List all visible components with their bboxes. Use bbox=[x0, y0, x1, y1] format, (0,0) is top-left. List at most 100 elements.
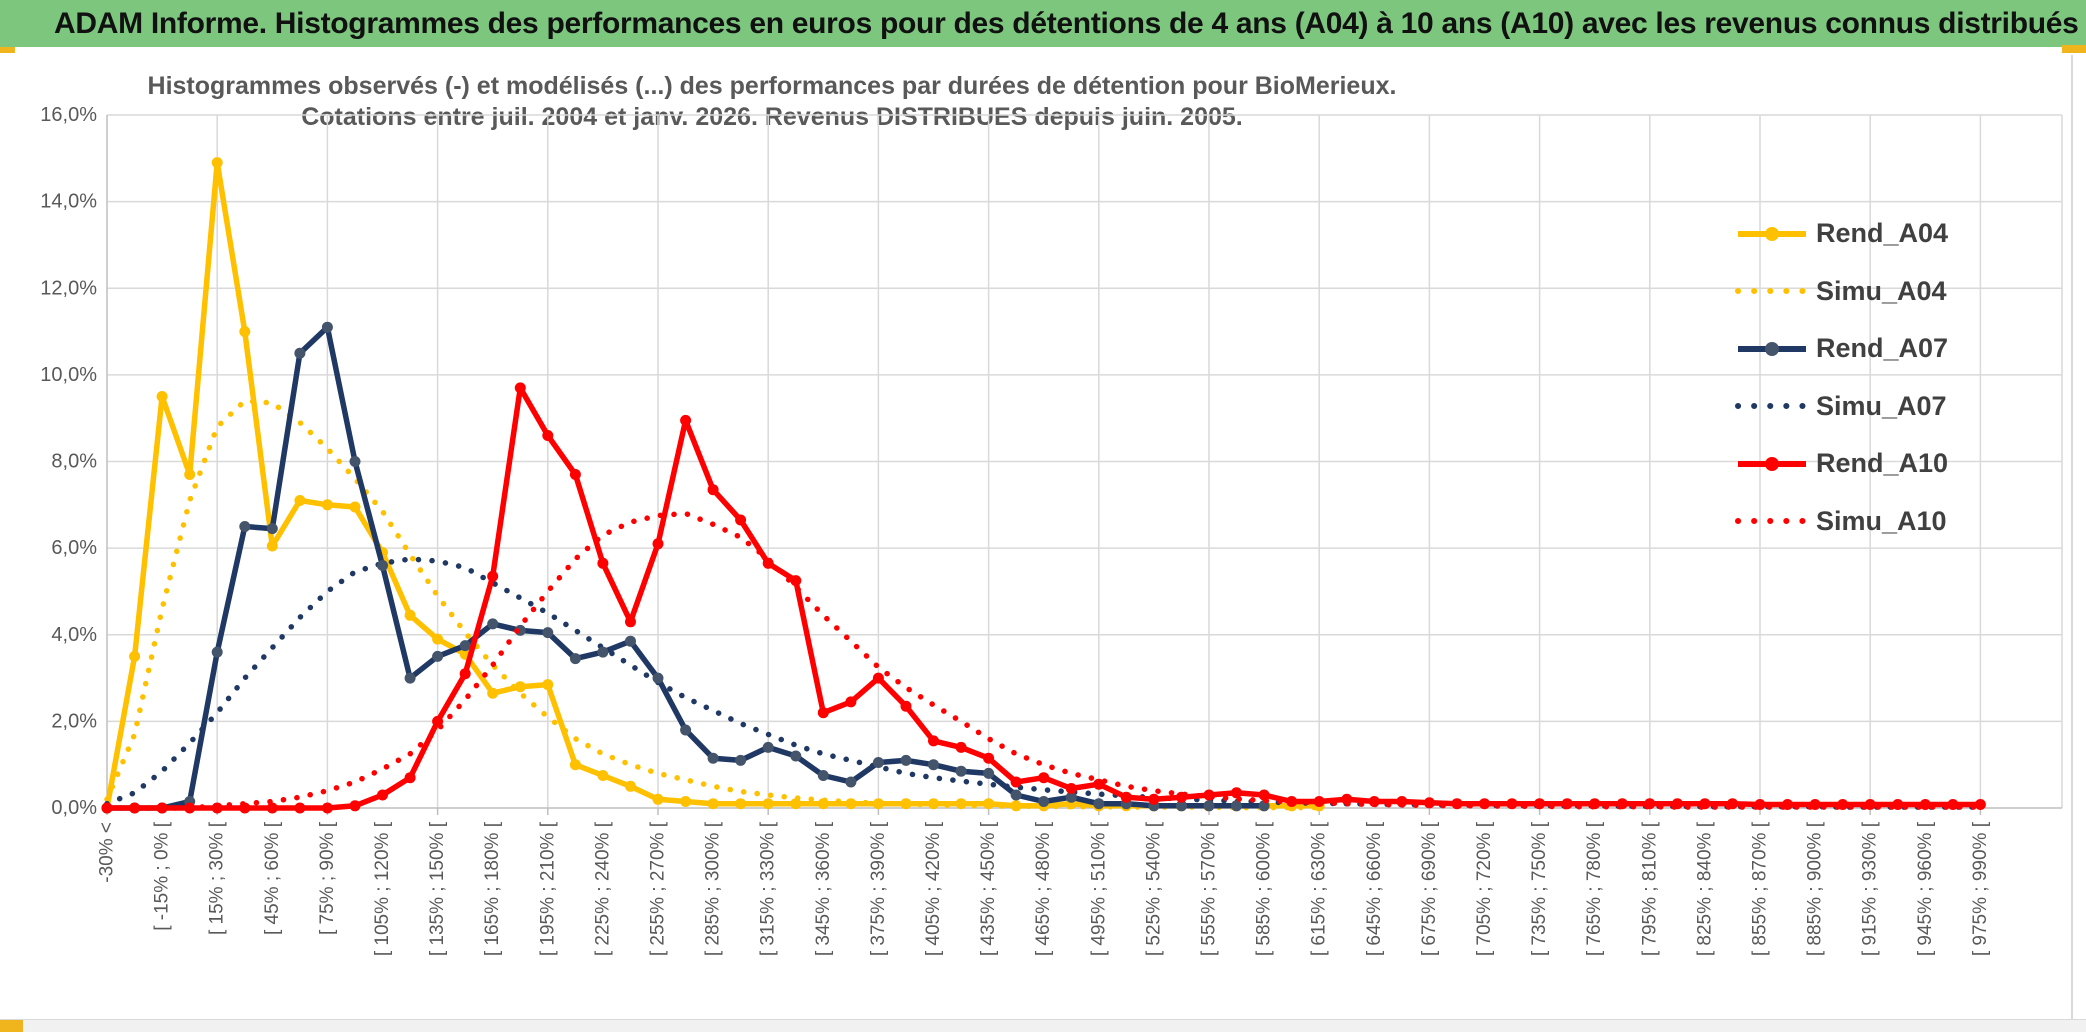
data-point[interactable] bbox=[1837, 799, 1849, 810]
data-point[interactable] bbox=[349, 800, 361, 812]
data-point[interactable] bbox=[514, 382, 526, 394]
data-point[interactable] bbox=[1038, 796, 1050, 807]
data-point[interactable] bbox=[404, 672, 416, 684]
legend-item-rend_a10[interactable]: Rend_A10 bbox=[1735, 435, 1948, 493]
data-point[interactable] bbox=[514, 681, 526, 693]
data-point[interactable] bbox=[487, 618, 499, 630]
data-point[interactable] bbox=[652, 793, 664, 805]
data-point[interactable] bbox=[459, 668, 471, 680]
data-point[interactable] bbox=[900, 754, 912, 766]
data-point[interactable] bbox=[983, 798, 995, 810]
data-point[interactable] bbox=[680, 796, 692, 807]
data-point[interactable] bbox=[1093, 778, 1105, 790]
legend-item-simu_a04[interactable]: Simu_A04 bbox=[1735, 263, 1948, 321]
legend-item-rend_a04[interactable]: Rend_A04 bbox=[1735, 205, 1948, 263]
data-point[interactable] bbox=[900, 798, 912, 810]
data-point[interactable] bbox=[735, 514, 747, 526]
data-point[interactable] bbox=[1699, 798, 1711, 810]
series-Simu_A10[interactable] bbox=[104, 510, 1984, 811]
data-point[interactable] bbox=[294, 495, 306, 506]
data-point[interactable] bbox=[817, 707, 829, 719]
data-point[interactable] bbox=[928, 798, 939, 810]
data-point[interactable] bbox=[983, 767, 995, 779]
data-point[interactable] bbox=[1947, 799, 1959, 810]
data-point[interactable] bbox=[211, 646, 223, 658]
data-point[interactable] bbox=[928, 759, 939, 771]
data-point[interactable] bbox=[266, 802, 278, 814]
data-point[interactable] bbox=[707, 484, 719, 496]
data-point[interactable] bbox=[1176, 800, 1187, 812]
data-point[interactable] bbox=[735, 798, 747, 810]
legend-item-simu_a10[interactable]: Simu_A10 bbox=[1735, 493, 1948, 551]
data-point[interactable] bbox=[817, 770, 829, 781]
data-point[interactable] bbox=[184, 469, 196, 480]
data-point[interactable] bbox=[129, 802, 141, 814]
data-point[interactable] bbox=[569, 759, 581, 771]
data-point[interactable] bbox=[1203, 800, 1215, 812]
data-point[interactable] bbox=[239, 521, 251, 532]
data-point[interactable] bbox=[1148, 793, 1160, 805]
data-point[interactable] bbox=[928, 735, 939, 747]
data-point[interactable] bbox=[1809, 799, 1821, 810]
data-point[interactable] bbox=[1231, 800, 1242, 812]
data-point[interactable] bbox=[1341, 793, 1353, 805]
data-point[interactable] bbox=[1589, 798, 1601, 810]
data-point[interactable] bbox=[542, 430, 554, 441]
data-point[interactable] bbox=[404, 609, 416, 621]
data-point[interactable] bbox=[542, 679, 554, 691]
data-point[interactable] bbox=[1782, 799, 1793, 810]
data-point[interactable] bbox=[1093, 798, 1105, 810]
legend-item-simu_a07[interactable]: Simu_A07 bbox=[1735, 378, 1948, 436]
data-point[interactable] bbox=[1396, 796, 1408, 807]
data-point[interactable] bbox=[266, 523, 278, 535]
data-point[interactable] bbox=[625, 780, 636, 792]
data-point[interactable] bbox=[1644, 798, 1656, 810]
data-point[interactable] bbox=[845, 696, 857, 708]
data-point[interactable] bbox=[597, 557, 609, 569]
data-point[interactable] bbox=[101, 802, 113, 814]
data-point[interactable] bbox=[790, 750, 802, 762]
data-point[interactable] bbox=[1010, 789, 1022, 801]
data-point[interactable] bbox=[872, 798, 884, 810]
data-point[interactable] bbox=[1010, 776, 1022, 788]
data-point[interactable] bbox=[569, 469, 581, 480]
data-point[interactable] bbox=[625, 635, 636, 647]
horizontal-scrollbar[interactable] bbox=[0, 1019, 2086, 1032]
data-point[interactable] bbox=[1176, 791, 1187, 803]
data-point[interactable] bbox=[1892, 799, 1904, 810]
data-point[interactable] bbox=[790, 575, 802, 587]
data-point[interactable] bbox=[1231, 787, 1242, 799]
series-Rend_A07[interactable] bbox=[101, 321, 1270, 814]
data-point[interactable] bbox=[1038, 772, 1050, 784]
data-point[interactable] bbox=[1561, 798, 1573, 810]
data-point[interactable] bbox=[211, 802, 223, 814]
data-point[interactable] bbox=[1286, 796, 1298, 807]
data-point[interactable] bbox=[845, 776, 857, 788]
data-point[interactable] bbox=[1671, 798, 1683, 810]
data-point[interactable] bbox=[817, 798, 829, 810]
series-Simu_A04[interactable] bbox=[104, 398, 1322, 811]
data-point[interactable] bbox=[321, 802, 333, 814]
data-point[interactable] bbox=[652, 672, 664, 684]
series-Simu_A07[interactable] bbox=[104, 556, 1984, 810]
data-point[interactable] bbox=[1754, 799, 1766, 810]
data-point[interactable] bbox=[597, 646, 609, 658]
data-point[interactable] bbox=[1479, 798, 1490, 810]
legend-item-rend_a07[interactable]: Rend_A07 bbox=[1735, 320, 1948, 378]
data-point[interactable] bbox=[1258, 789, 1270, 801]
data-point[interactable] bbox=[790, 798, 802, 810]
data-point[interactable] bbox=[652, 538, 664, 550]
data-point[interactable] bbox=[1203, 789, 1215, 801]
data-point[interactable] bbox=[1423, 797, 1435, 809]
data-point[interactable] bbox=[680, 414, 692, 426]
data-point[interactable] bbox=[239, 802, 251, 814]
data-point[interactable] bbox=[1065, 791, 1077, 803]
data-point[interactable] bbox=[762, 741, 774, 753]
data-point[interactable] bbox=[1120, 791, 1132, 803]
data-point[interactable] bbox=[955, 741, 967, 753]
data-point[interactable] bbox=[487, 687, 499, 699]
data-point[interactable] bbox=[1010, 800, 1022, 812]
data-point[interactable] bbox=[1065, 783, 1077, 794]
data-point[interactable] bbox=[707, 752, 719, 764]
data-point[interactable] bbox=[983, 752, 995, 764]
